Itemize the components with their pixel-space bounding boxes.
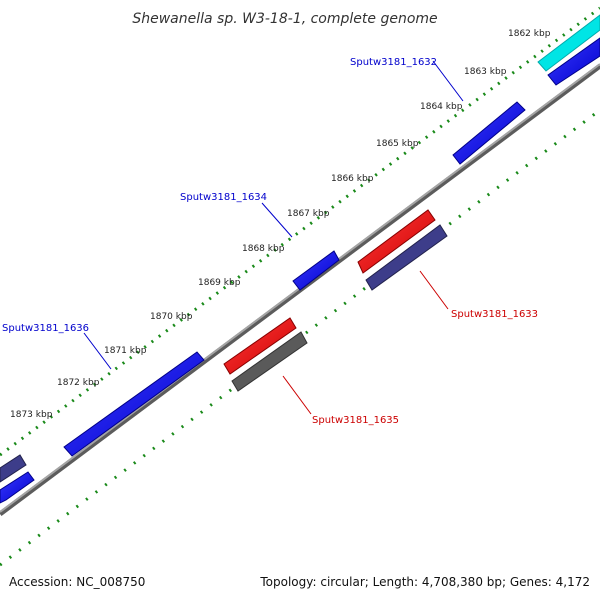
gene-cds-left[interactable] [0,471,35,504]
gene-label-1633[interactable]: Sputw3181_1633 [451,309,538,320]
gene-sputw3181-1635-pseudo[interactable] [231,331,308,392]
map-title: Shewanella sp. W3-18-1, complete genome [132,11,437,27]
gene-label-1634[interactable]: Sputw3181_1634 [180,192,267,203]
kbp-label-1867: 1867 kbp [287,209,330,219]
leader-line-1636 [83,332,112,370]
kbp-label-1865: 1865 kbp [376,139,419,149]
accession-text: Accession: NC_008750 [9,575,145,589]
gene-sputw3181-1632[interactable] [452,101,526,165]
gene-cds-top-right[interactable] [547,37,600,86]
rna-feature[interactable] [537,14,600,72]
kbp-label-1862: 1862 kbp [508,29,551,39]
kbp-label-1870: 1870 kbp [150,312,193,322]
gene-sputw3181-1633-cds[interactable] [365,224,448,291]
gene-label-1632[interactable]: Sputw3181_1632 [350,57,437,68]
topology-text: Topology: circular; Length: 4,708,380 bp… [259,575,590,589]
kbp-label-1864: 1864 kbp [420,102,463,112]
kbp-label-1868: 1868 kbp [242,244,285,254]
gene-sputw3181-1633[interactable] [357,209,436,274]
kbp-label-1863: 1863 kbp [464,67,507,77]
kbp-label-1872: 1872 kbp [57,378,100,388]
leader-line-1634 [261,202,293,238]
leader-line-1632 [432,60,464,102]
gene-sputw3181-1634[interactable] [292,250,340,291]
gene-sputw3181-1635[interactable] [223,317,297,375]
gene-label-1636[interactable]: Sputw3181_1636 [2,323,89,334]
gene-label-1635[interactable]: Sputw3181_1635 [312,415,399,426]
kbp-label-1873: 1873 kbp [10,410,53,420]
leader-line-1635 [282,375,312,415]
leader-line-1633 [419,270,449,310]
gene-sputw3181-1636[interactable] [63,351,205,457]
kbp-label-1871: 1871 kbp [104,346,147,356]
kbp-label-1866: 1866 kbp [331,174,374,184]
gene-cds-left-dark[interactable] [0,454,27,483]
kbp-label-1869: 1869 kbp [198,278,241,288]
